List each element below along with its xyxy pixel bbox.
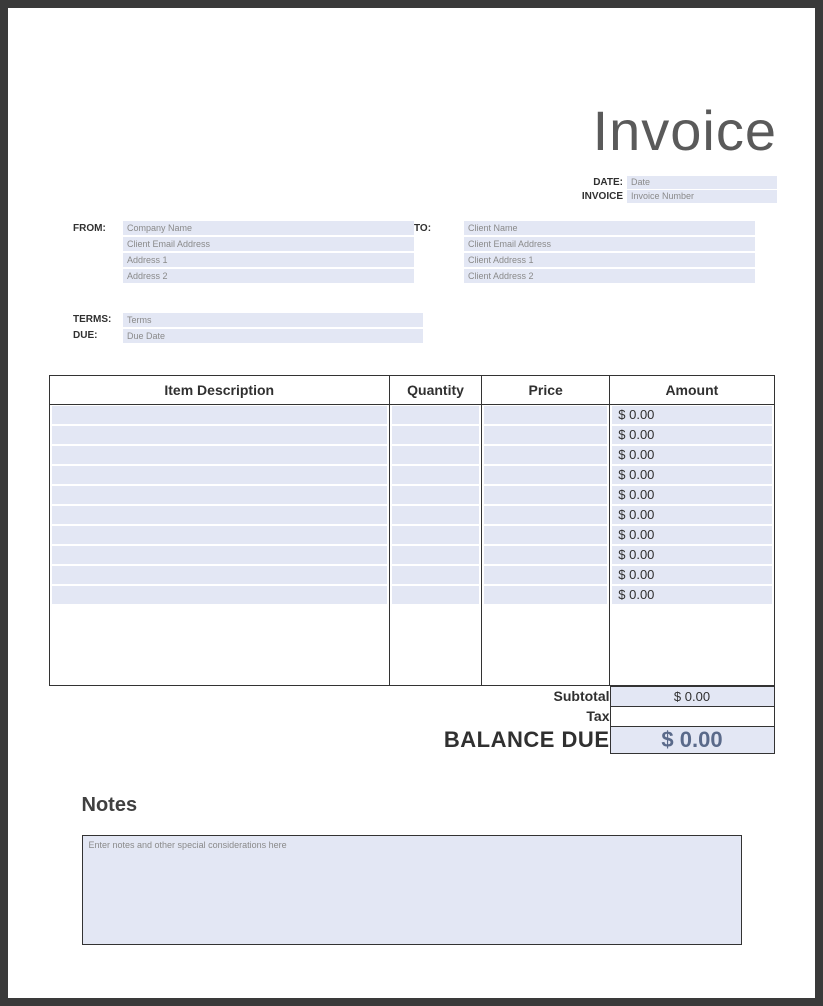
item-quantity-field[interactable] (392, 406, 479, 424)
terms-field[interactable]: Terms (123, 313, 423, 327)
item-price-field[interactable] (484, 486, 607, 504)
page-title: Invoice (38, 98, 777, 163)
terms-block: TERMS: DUE: Terms Due Date (38, 313, 785, 345)
item-description-field[interactable] (52, 566, 387, 584)
balance-due-label: BALANCE DUE (444, 726, 610, 753)
item-description-field[interactable] (52, 586, 387, 604)
table-row: $ 0.00 (49, 405, 774, 426)
from-company-field[interactable]: Company Name (123, 221, 414, 235)
invoice-page: Invoice DATE: Date INVOICE Invoice Numbe… (8, 8, 815, 998)
item-description-field[interactable] (52, 446, 387, 464)
item-amount-value: $ 0.00 (612, 426, 771, 444)
tax-label: Tax (444, 706, 610, 726)
meta-block: DATE: Date INVOICE Invoice Number (38, 175, 777, 203)
table-row: $ 0.00 (49, 545, 774, 565)
table-row: $ 0.00 (49, 485, 774, 505)
from-address1-field[interactable]: Address 1 (123, 253, 414, 267)
balance-due-value: $ 0.00 (610, 726, 774, 753)
item-amount-value: $ 0.00 (612, 586, 771, 604)
item-amount-value: $ 0.00 (612, 506, 771, 524)
item-description-field[interactable] (52, 486, 387, 504)
date-label: DATE: (593, 177, 623, 188)
invoice-number-label: INVOICE (582, 191, 623, 202)
item-amount-value: $ 0.00 (612, 446, 771, 464)
items-table: Item Description Quantity Price Amount $… (49, 375, 775, 686)
from-address2-field[interactable]: Address 2 (123, 269, 414, 283)
item-amount-value: $ 0.00 (612, 406, 771, 424)
terms-label: TERMS: (73, 313, 123, 327)
item-description-field[interactable] (52, 546, 387, 564)
notes-input[interactable]: Enter notes and other special considerat… (82, 835, 742, 945)
notes-title: Notes (82, 794, 742, 817)
table-row: $ 0.00 (49, 525, 774, 545)
header-price: Price (482, 376, 610, 405)
item-price-field[interactable] (484, 506, 607, 524)
item-price-field[interactable] (484, 586, 607, 604)
parties-row: FROM: Company Name Client Email Address … (38, 221, 785, 285)
subtotal-value: $ 0.00 (610, 686, 774, 706)
item-price-field[interactable] (484, 546, 607, 564)
to-name-field[interactable]: Client Name (464, 221, 755, 235)
to-label: TO: (414, 221, 464, 234)
item-quantity-field[interactable] (392, 546, 479, 564)
item-amount-value: $ 0.00 (612, 546, 771, 564)
header-quantity: Quantity (389, 376, 481, 405)
from-label: FROM: (73, 221, 123, 234)
subtotal-label: Subtotal (444, 686, 610, 706)
item-quantity-field[interactable] (392, 446, 479, 464)
totals-block: Subtotal $ 0.00 Tax BALANCE DUE $ 0.00 (49, 686, 775, 754)
header-amount: Amount (610, 376, 774, 405)
item-price-field[interactable] (484, 566, 607, 584)
item-quantity-field[interactable] (392, 466, 479, 484)
invoice-number-field[interactable]: Invoice Number (627, 190, 777, 203)
item-description-field[interactable] (52, 406, 387, 424)
due-field[interactable]: Due Date (123, 329, 423, 343)
item-description-field[interactable] (52, 426, 387, 444)
header-description: Item Description (49, 376, 389, 405)
item-price-field[interactable] (484, 526, 607, 544)
item-quantity-field[interactable] (392, 586, 479, 604)
item-quantity-field[interactable] (392, 426, 479, 444)
table-row: $ 0.00 (49, 505, 774, 525)
tax-value[interactable] (610, 706, 774, 726)
to-address1-field[interactable]: Client Address 1 (464, 253, 755, 267)
item-quantity-field[interactable] (392, 506, 479, 524)
item-description-field[interactable] (52, 466, 387, 484)
table-row: $ 0.00 (49, 585, 774, 605)
item-quantity-field[interactable] (392, 566, 479, 584)
item-price-field[interactable] (484, 466, 607, 484)
item-description-field[interactable] (52, 526, 387, 544)
item-quantity-field[interactable] (392, 526, 479, 544)
item-quantity-field[interactable] (392, 486, 479, 504)
item-description-field[interactable] (52, 506, 387, 524)
item-price-field[interactable] (484, 426, 607, 444)
table-row: $ 0.00 (49, 565, 774, 585)
to-party: TO: Client Name Client Email Address Cli… (414, 221, 755, 285)
notes-section: Notes Enter notes and other special cons… (82, 794, 742, 945)
item-amount-value: $ 0.00 (612, 526, 771, 544)
item-amount-value: $ 0.00 (612, 466, 771, 484)
item-price-field[interactable] (484, 446, 607, 464)
from-email-field[interactable]: Client Email Address (123, 237, 414, 251)
table-row: $ 0.00 (49, 425, 774, 445)
from-party: FROM: Company Name Client Email Address … (73, 221, 414, 285)
date-field[interactable]: Date (627, 176, 777, 189)
table-spacer-row (49, 605, 774, 685)
item-amount-value: $ 0.00 (612, 566, 771, 584)
to-email-field[interactable]: Client Email Address (464, 237, 755, 251)
item-amount-value: $ 0.00 (612, 486, 771, 504)
table-row: $ 0.00 (49, 465, 774, 485)
table-row: $ 0.00 (49, 445, 774, 465)
due-label: DUE: (73, 329, 123, 343)
item-price-field[interactable] (484, 406, 607, 424)
to-address2-field[interactable]: Client Address 2 (464, 269, 755, 283)
